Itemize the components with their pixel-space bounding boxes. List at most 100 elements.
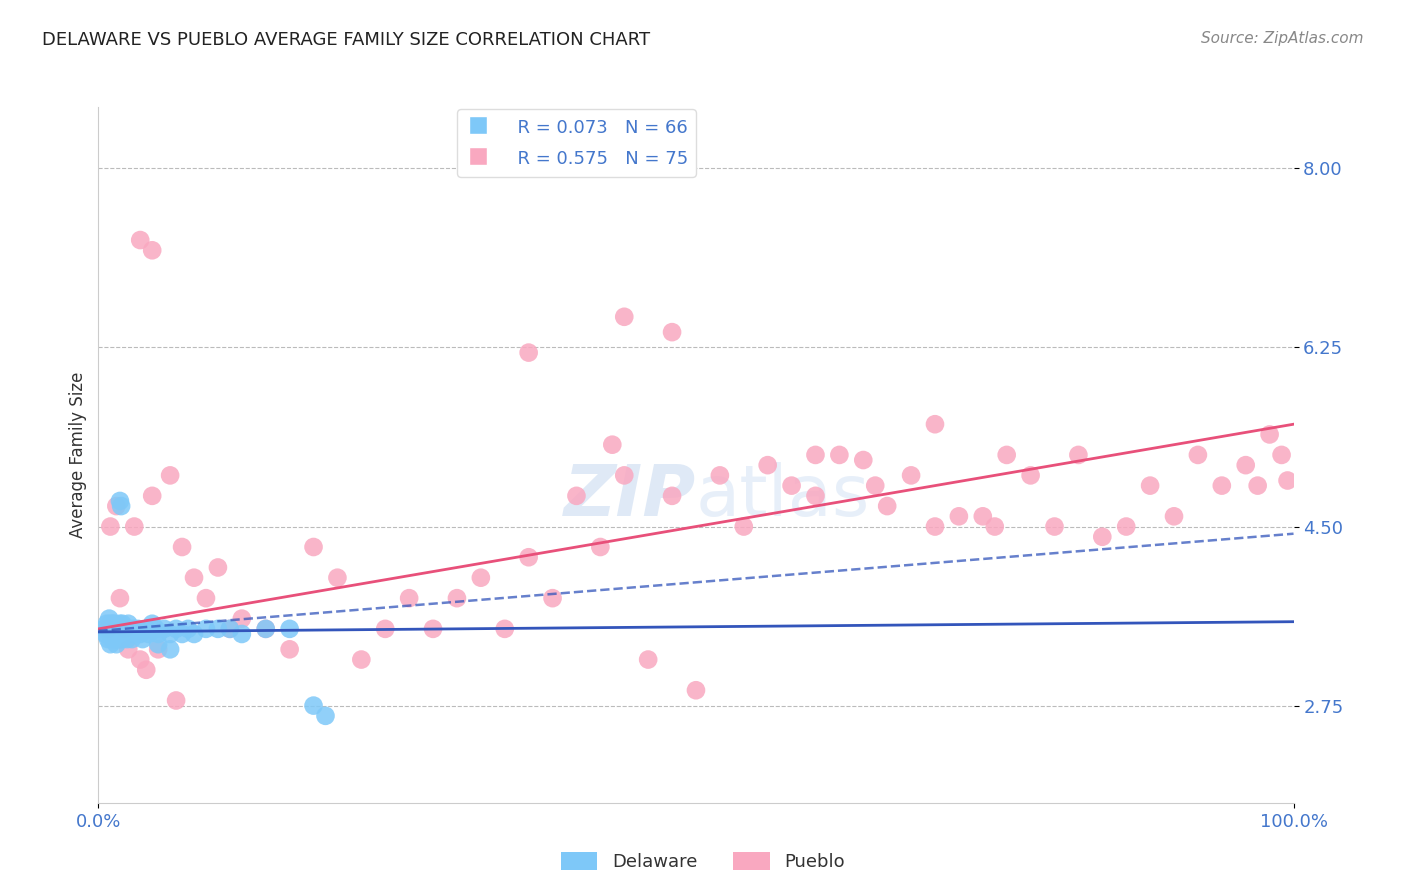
Point	[96, 616, 118, 631]
Point	[1246, 478, 1268, 492]
Point	[231, 612, 253, 626]
Point	[115, 627, 138, 641]
Point	[110, 622, 132, 636]
Point	[118, 622, 141, 636]
Point	[446, 591, 468, 606]
Point	[350, 652, 373, 666]
Point	[1271, 448, 1294, 462]
Point	[207, 622, 229, 636]
Point	[589, 540, 612, 554]
Point	[541, 591, 564, 606]
Point	[709, 468, 731, 483]
Point	[129, 627, 152, 641]
Point	[104, 632, 127, 646]
Point	[494, 622, 516, 636]
Point	[98, 616, 122, 631]
Point	[254, 622, 277, 636]
Point	[756, 458, 779, 472]
Point	[315, 708, 337, 723]
Point	[104, 616, 127, 631]
Point	[148, 637, 170, 651]
Point	[924, 519, 946, 533]
Point	[165, 622, 187, 636]
Point	[278, 622, 301, 636]
Point	[141, 616, 163, 631]
Point	[852, 453, 875, 467]
Point	[194, 591, 217, 606]
Point	[733, 519, 755, 533]
Point	[219, 622, 242, 636]
Y-axis label: Average Family Size: Average Family Size	[69, 372, 87, 538]
Point	[98, 637, 122, 651]
Point	[141, 489, 163, 503]
Point	[517, 345, 540, 359]
Point	[148, 627, 170, 641]
Point	[804, 448, 827, 462]
Point	[103, 627, 125, 641]
Point	[124, 519, 146, 533]
Point	[115, 632, 138, 646]
Point	[231, 627, 253, 641]
Legend: Delaware, Pueblo: Delaware, Pueblo	[554, 845, 852, 879]
Point	[326, 571, 349, 585]
Point	[661, 489, 683, 503]
Point	[1043, 519, 1066, 533]
Point	[863, 478, 886, 492]
Point	[110, 499, 132, 513]
Point	[219, 622, 242, 636]
Point	[105, 627, 128, 641]
Point	[1211, 478, 1233, 492]
Point	[1234, 458, 1257, 472]
Point	[422, 622, 444, 636]
Point	[254, 622, 277, 636]
Point	[108, 616, 131, 631]
Point	[172, 627, 194, 641]
Point	[302, 698, 325, 713]
Point	[100, 622, 122, 636]
Point	[121, 632, 143, 646]
Point	[194, 622, 217, 636]
Point	[129, 652, 152, 666]
Point	[93, 622, 115, 636]
Text: Source: ZipAtlas.com: Source: ZipAtlas.com	[1201, 31, 1364, 46]
Point	[129, 233, 152, 247]
Point	[995, 448, 1018, 462]
Point	[278, 642, 301, 657]
Point	[98, 627, 122, 641]
Point	[127, 622, 149, 636]
Point	[135, 663, 157, 677]
Point	[398, 591, 420, 606]
Point	[1139, 478, 1161, 492]
Point	[685, 683, 707, 698]
Point	[165, 693, 187, 707]
Point	[153, 622, 176, 636]
Point	[97, 622, 120, 636]
Point	[159, 468, 181, 483]
Point	[924, 417, 946, 432]
Point	[159, 627, 181, 641]
Point	[111, 616, 134, 631]
Point	[183, 627, 205, 641]
Point	[110, 627, 132, 641]
Point	[101, 616, 124, 631]
Point	[141, 244, 163, 258]
Point	[105, 637, 128, 651]
Point	[600, 438, 623, 452]
Point	[114, 622, 136, 636]
Point	[183, 571, 205, 585]
Point	[1277, 474, 1299, 488]
Point	[124, 627, 146, 641]
Point	[117, 616, 139, 631]
Point	[114, 627, 136, 641]
Point	[172, 540, 194, 554]
Text: atlas: atlas	[696, 462, 870, 531]
Point	[661, 325, 683, 339]
Point	[1115, 519, 1137, 533]
Point	[103, 622, 125, 636]
Point	[120, 627, 142, 641]
Point	[112, 622, 135, 636]
Point	[1067, 448, 1090, 462]
Point	[98, 612, 121, 626]
Point	[1091, 530, 1114, 544]
Point	[114, 622, 136, 636]
